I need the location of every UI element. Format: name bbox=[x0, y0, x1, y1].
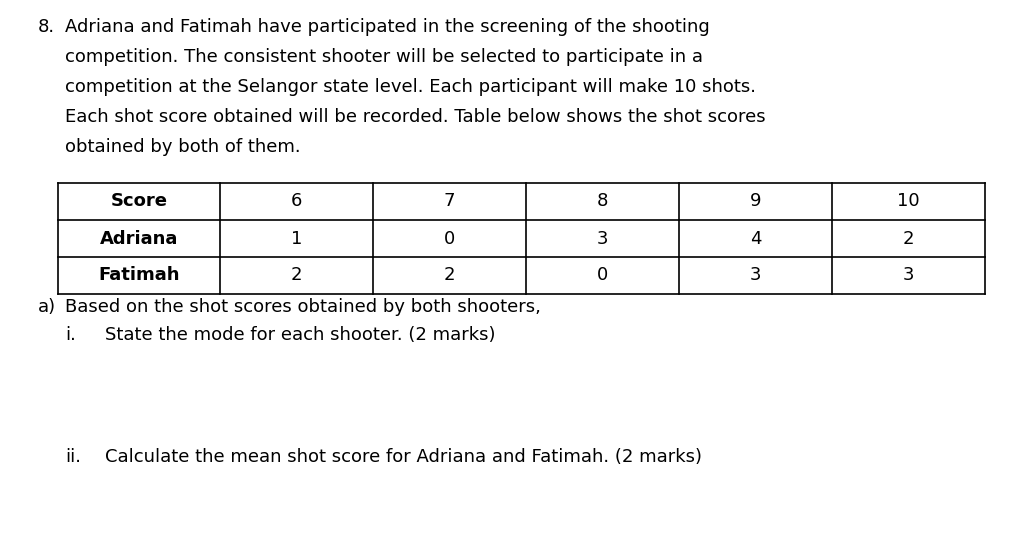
Text: competition. The consistent shooter will be selected to participate in a: competition. The consistent shooter will… bbox=[65, 48, 703, 66]
Text: Score: Score bbox=[111, 192, 167, 210]
Text: Adriana: Adriana bbox=[100, 229, 178, 247]
Text: obtained by both of them.: obtained by both of them. bbox=[65, 138, 300, 156]
Text: 0: 0 bbox=[597, 267, 608, 284]
Text: Each shot score obtained will be recorded. Table below shows the shot scores: Each shot score obtained will be recorde… bbox=[65, 108, 766, 126]
Text: 1: 1 bbox=[291, 229, 302, 247]
Text: 3: 3 bbox=[749, 267, 762, 284]
Text: State the mode for each shooter. (2 marks): State the mode for each shooter. (2 mark… bbox=[105, 326, 496, 344]
Text: 2: 2 bbox=[444, 267, 455, 284]
Text: competition at the Selangor state level. Each participant will make 10 shots.: competition at the Selangor state level.… bbox=[65, 78, 756, 96]
Text: 10: 10 bbox=[897, 192, 920, 210]
Text: 8.: 8. bbox=[38, 18, 55, 36]
Text: 2: 2 bbox=[902, 229, 915, 247]
Text: 9: 9 bbox=[749, 192, 762, 210]
Text: Fatimah: Fatimah bbox=[98, 267, 179, 284]
Text: Based on the shot scores obtained by both shooters,: Based on the shot scores obtained by bot… bbox=[65, 298, 540, 316]
Text: 3: 3 bbox=[902, 267, 915, 284]
Text: a): a) bbox=[38, 298, 56, 316]
Text: 4: 4 bbox=[749, 229, 762, 247]
Text: Calculate the mean shot score for Adriana and Fatimah. (2 marks): Calculate the mean shot score for Adrian… bbox=[105, 448, 702, 466]
Text: 7: 7 bbox=[444, 192, 455, 210]
Text: 2: 2 bbox=[291, 267, 302, 284]
Text: 0: 0 bbox=[444, 229, 455, 247]
Text: 3: 3 bbox=[597, 229, 608, 247]
Text: i.: i. bbox=[65, 326, 76, 344]
Text: ii.: ii. bbox=[65, 448, 81, 466]
Text: Adriana and Fatimah have participated in the screening of the shooting: Adriana and Fatimah have participated in… bbox=[65, 18, 710, 36]
Text: 8: 8 bbox=[597, 192, 608, 210]
Text: 6: 6 bbox=[291, 192, 302, 210]
